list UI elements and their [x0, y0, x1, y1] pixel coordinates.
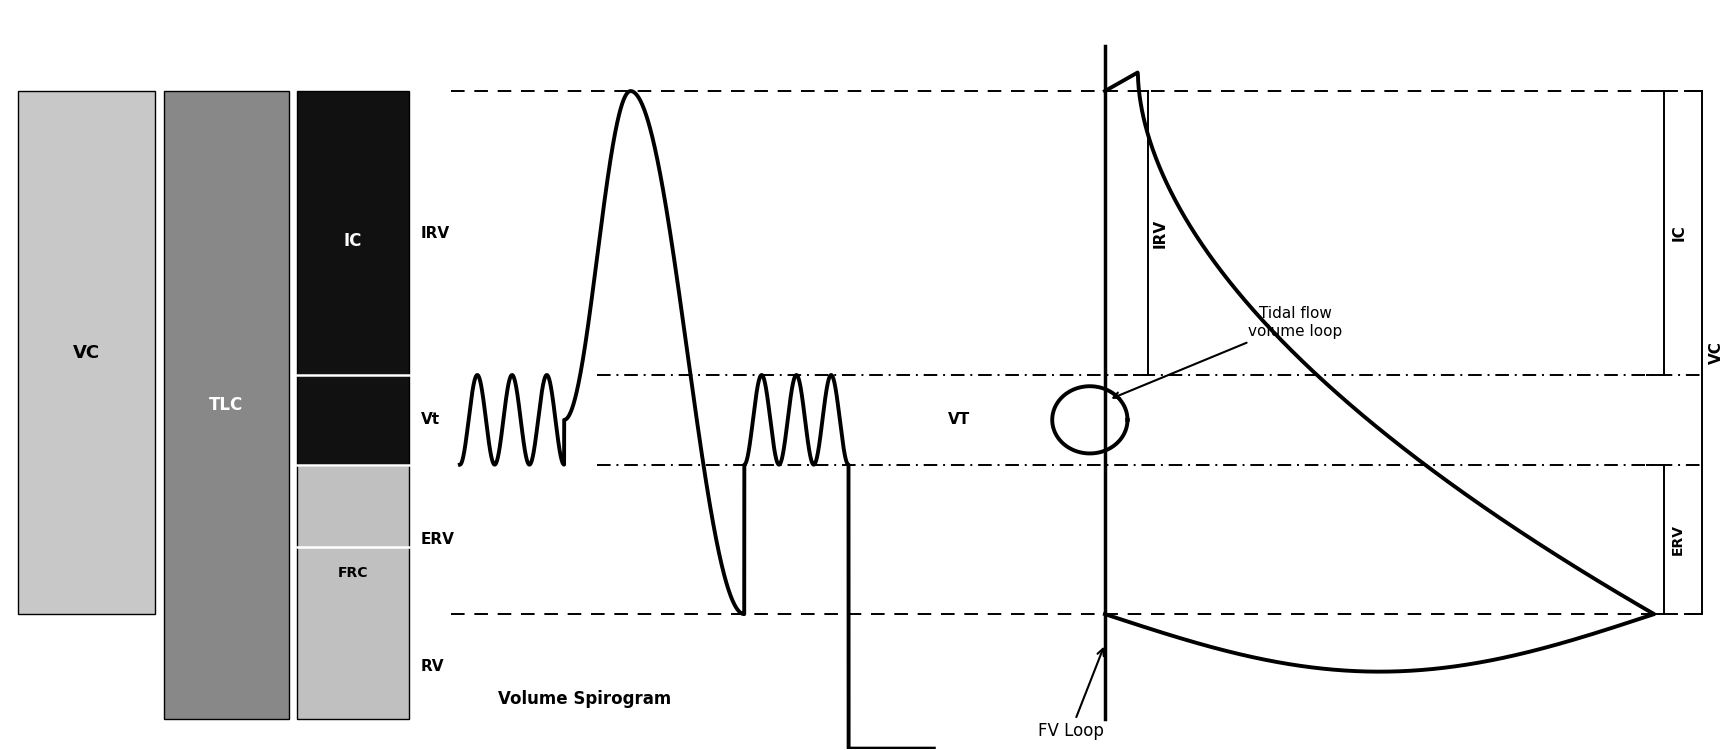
Text: IC: IC [343, 232, 362, 250]
Text: IC: IC [1671, 225, 1686, 242]
Text: VC: VC [74, 344, 100, 362]
Bar [297, 91, 409, 465]
Bar [19, 91, 155, 614]
Text: VC: VC [1709, 341, 1724, 364]
Text: TLC: TLC [209, 396, 243, 414]
Text: IRV: IRV [1153, 218, 1169, 248]
Text: Tidal flow
volume loop: Tidal flow volume loop [1113, 307, 1343, 398]
Text: ERV: ERV [421, 532, 454, 547]
Text: Volume Spirogram: Volume Spirogram [497, 689, 671, 707]
Text: RV: RV [421, 659, 444, 674]
Bar [297, 465, 409, 718]
Text: FV Loop: FV Loop [1037, 649, 1103, 740]
Text: Vt: Vt [421, 413, 440, 428]
Text: IRV: IRV [421, 226, 450, 241]
Text: VT: VT [948, 413, 970, 428]
Text: ERV: ERV [1671, 524, 1685, 555]
Text: FRC: FRC [338, 566, 368, 580]
Bar [164, 91, 288, 718]
